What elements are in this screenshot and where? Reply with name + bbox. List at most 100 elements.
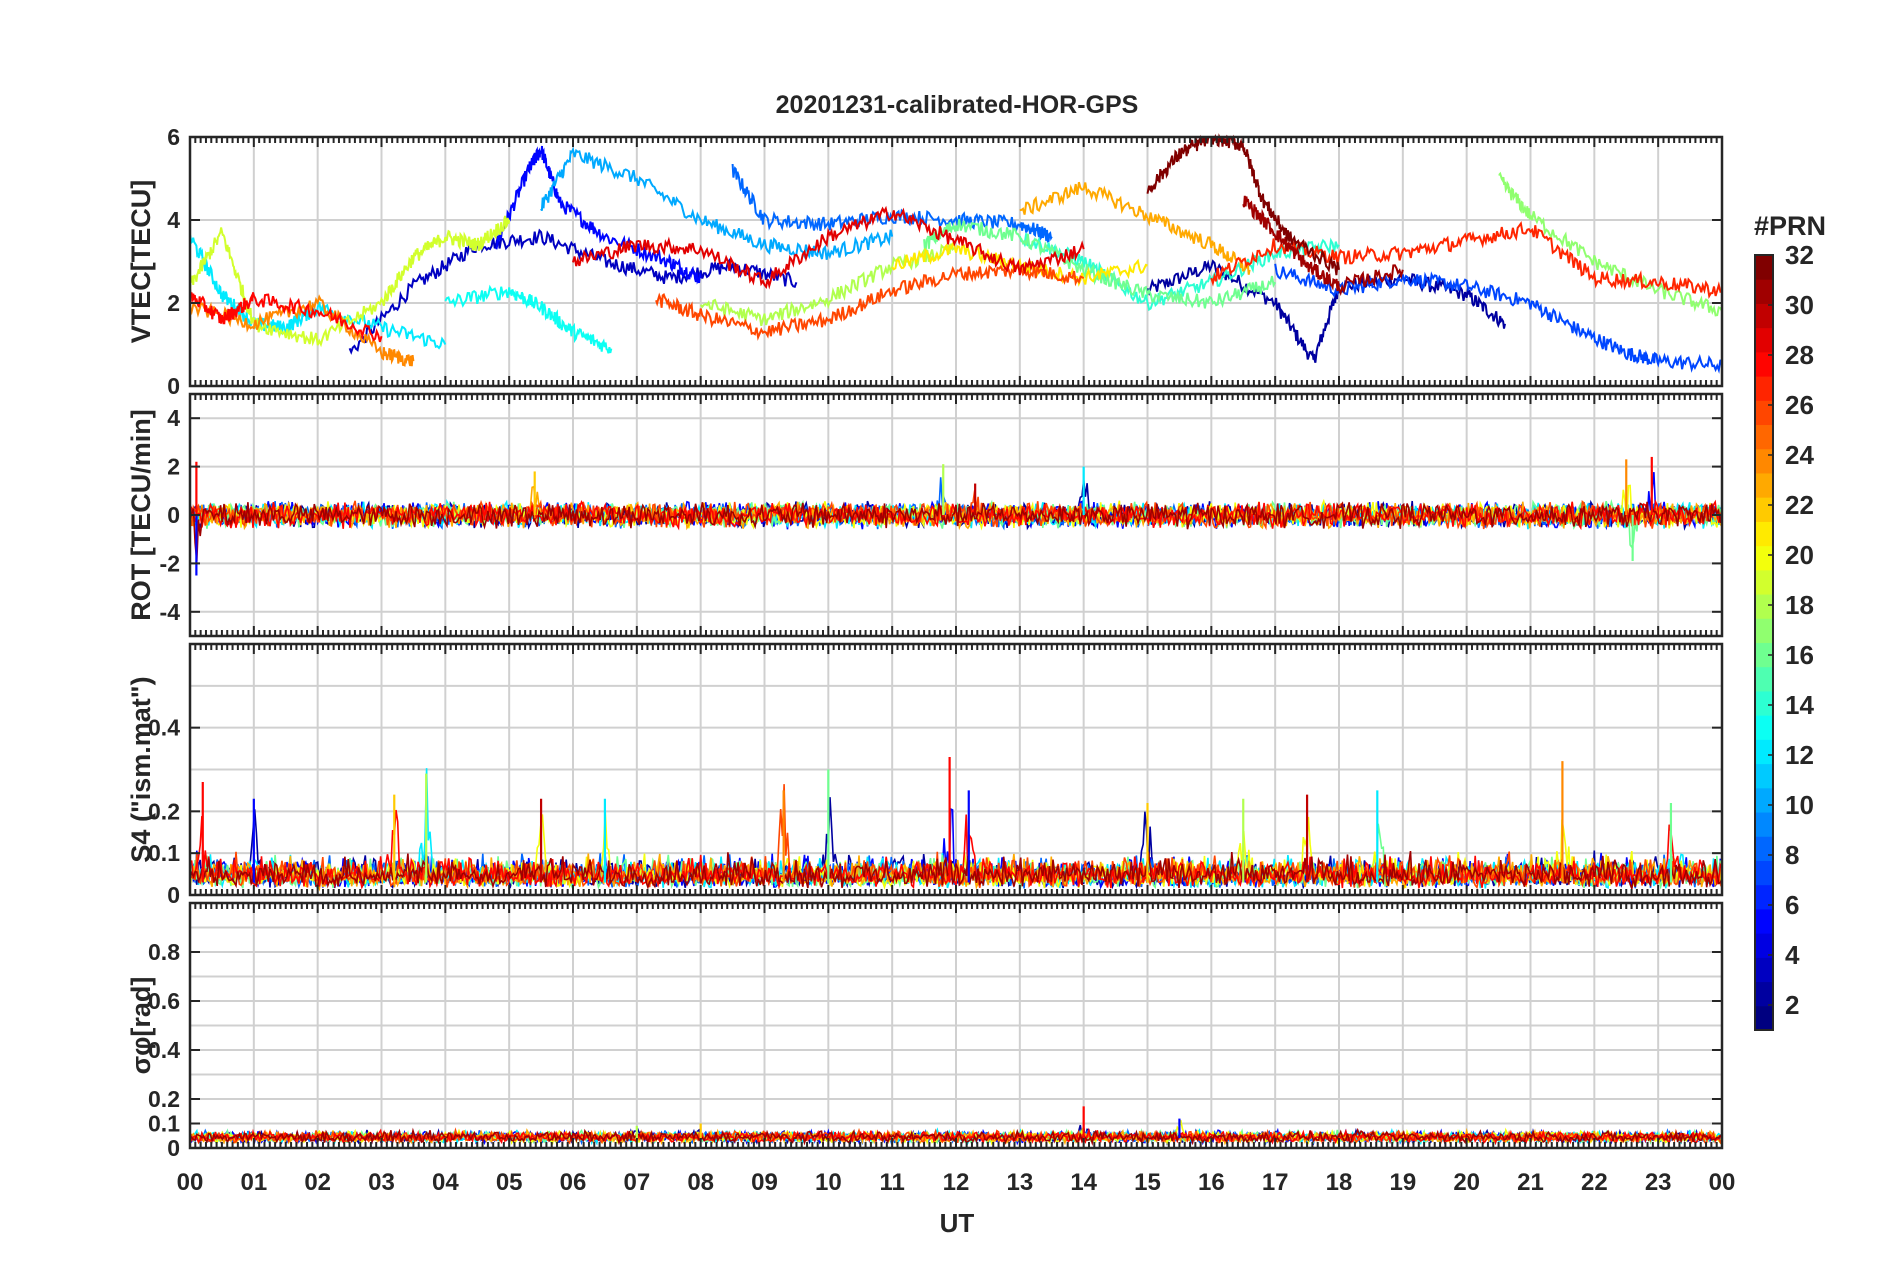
series-line-prn-32 xyxy=(1146,133,1340,276)
series-line-prn-26 xyxy=(655,262,1085,341)
y-tick-label: 2 xyxy=(167,454,180,480)
y-tick-label: 2 xyxy=(167,290,180,316)
colorbar-tick-label: 8 xyxy=(1785,840,1799,870)
x-axis-label: UT xyxy=(940,1208,975,1238)
colorbar-swatch xyxy=(1755,594,1773,619)
colorbar-swatch xyxy=(1755,279,1773,304)
colorbar-swatch xyxy=(1755,981,1773,1007)
series-line-prn-5 xyxy=(495,145,702,285)
colorbar-swatch xyxy=(1755,787,1773,813)
series-line-prn-3 xyxy=(348,228,798,355)
y-tick-label: 0.2 xyxy=(148,798,180,824)
x-tick-label: 08 xyxy=(687,1169,714,1196)
colorbar-swatch xyxy=(1755,448,1773,474)
colorbar-tick-label: 10 xyxy=(1785,790,1814,820)
colorbar-tick-label: 32 xyxy=(1785,240,1814,270)
colorbar-tick-label: 28 xyxy=(1785,340,1814,370)
x-tick-label: 17 xyxy=(1262,1169,1289,1196)
x-tick-label: 20 xyxy=(1453,1169,1480,1196)
trace-prn-31 xyxy=(189,850,1723,892)
colorbar-swatch xyxy=(1755,376,1773,401)
y-axis-label: σφ[rad] xyxy=(126,977,156,1075)
colorbar-swatch xyxy=(1755,884,1773,910)
colorbar-tick-label: 4 xyxy=(1785,940,1800,970)
x-tick-label: 11 xyxy=(879,1169,904,1196)
colorbar-swatch xyxy=(1755,763,1773,789)
series-line-prn-13 xyxy=(444,284,613,354)
x-tick-label: 00 xyxy=(1709,1169,1736,1196)
x-tick-label: 14 xyxy=(1070,1169,1097,1196)
x-tick-label: 10 xyxy=(815,1169,842,1196)
y-tick-label: 4 xyxy=(167,405,180,431)
colorbar-tick-label: 12 xyxy=(1785,740,1814,770)
panel-VTEC: 0 2 4 6 VTEC[TECU] xyxy=(126,124,1724,399)
x-tick-label: 16 xyxy=(1198,1169,1225,1196)
colorbar-swatch xyxy=(1755,836,1773,861)
series-line-prn-28 xyxy=(189,288,383,343)
colorbar-frame xyxy=(1754,254,1774,1031)
x-tick-label: 13 xyxy=(1006,1169,1033,1196)
x-tick-label: 03 xyxy=(368,1169,395,1196)
series-line-prn-10 xyxy=(540,146,894,260)
colorbar-title: #PRN xyxy=(1754,211,1826,241)
y-tick-label: 0.1 xyxy=(148,1111,180,1137)
colorbar-tick-label: 24 xyxy=(1785,440,1814,470)
panel-ROT: -4 -2 0 2 4 ROT [TECU/min] xyxy=(126,392,1724,638)
colorbar-swatch xyxy=(1755,957,1773,983)
series-group xyxy=(189,456,1723,576)
colorbar-tick-label: 18 xyxy=(1785,590,1814,620)
y-tick-label: 6 xyxy=(167,124,180,150)
y-tick-label: 0.2 xyxy=(148,1086,180,1112)
colorbar-tick-label: 20 xyxy=(1785,540,1814,570)
series-line-prn-19 xyxy=(189,215,511,348)
series-line-prn-21 xyxy=(891,242,1148,287)
x-tick-label: 05 xyxy=(496,1169,523,1196)
y-axis-label: ROT [TECU/min] xyxy=(126,409,156,620)
y-tick-label: -2 xyxy=(160,550,180,576)
x-tick-label: 19 xyxy=(1389,1169,1416,1196)
y-tick-label: 0 xyxy=(167,882,180,908)
trace-prn-31 xyxy=(189,501,1723,562)
colorbar-swatch xyxy=(1755,1005,1773,1031)
y-tick-label: -4 xyxy=(160,599,181,625)
series-line-prn-23 xyxy=(1019,181,1251,275)
colorbar-swatch xyxy=(1755,303,1773,329)
y-axis-label: S4 ("ism.mat") xyxy=(126,676,156,862)
colorbar-swatch xyxy=(1755,424,1773,450)
colorbar-swatch xyxy=(1755,908,1773,934)
colorbar-tick-label: 26 xyxy=(1785,390,1814,420)
x-tick-label: 06 xyxy=(560,1169,587,1196)
colorbar-swatch xyxy=(1755,521,1773,547)
series-group xyxy=(189,133,1723,374)
colorbar-swatch xyxy=(1755,327,1773,353)
colorbar-tick-label: 14 xyxy=(1785,690,1814,720)
y-tick-label: 0.1 xyxy=(148,840,180,866)
panel-sigma_phi: 00.10.2 0.4 0.6 0.8 σφ[rad] xyxy=(126,901,1724,1161)
figure-title: 20201231-calibrated-HOR-GPS xyxy=(776,91,1139,119)
colorbar-swatch xyxy=(1755,545,1773,571)
y-tick-label: 0 xyxy=(167,1135,180,1161)
colorbar-swatch xyxy=(1755,472,1773,498)
x-tick-label: 23 xyxy=(1645,1169,1672,1196)
x-tick-label: 15 xyxy=(1134,1169,1161,1196)
colorbar-tick-label: 16 xyxy=(1785,640,1814,670)
series-line-prn-29 xyxy=(572,205,1085,290)
colorbar-tick-label: 30 xyxy=(1785,290,1814,320)
y-tick-label: 0.4 xyxy=(148,715,180,741)
colorbar-swatch xyxy=(1755,497,1773,522)
y-tick-label: 0.6 xyxy=(148,988,180,1014)
x-tick-label: 01 xyxy=(240,1169,267,1196)
colorbar-swatch xyxy=(1755,690,1773,716)
y-axis-label: VTEC[TECU] xyxy=(126,180,156,344)
colorbar-swatch xyxy=(1755,860,1773,886)
colorbar-swatch xyxy=(1755,569,1773,595)
colorbar-swatch xyxy=(1755,812,1773,837)
x-tick-label: 18 xyxy=(1326,1169,1353,1196)
series-line-prn-16 xyxy=(923,218,1277,309)
series-line-prn-8 xyxy=(731,163,1053,243)
colorbar-swatch xyxy=(1755,618,1773,643)
x-tick-label: 21 xyxy=(1517,1169,1544,1196)
